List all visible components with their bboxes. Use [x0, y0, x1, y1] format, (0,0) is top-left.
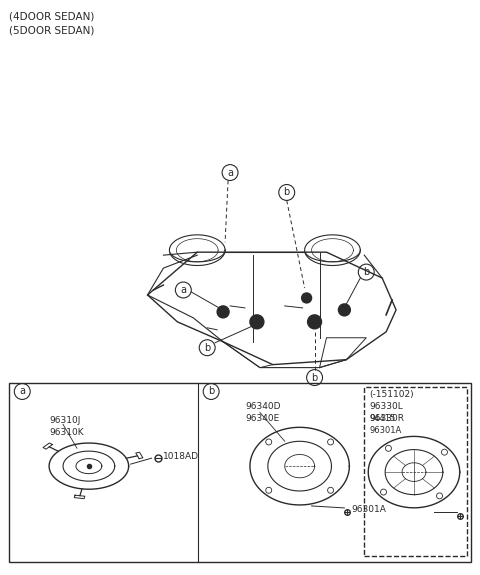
Text: a: a [19, 386, 25, 397]
Text: a: a [180, 285, 186, 295]
Text: b: b [208, 386, 214, 397]
Circle shape [250, 315, 264, 329]
Text: (4DOOR SEDAN)
(5DOOR SEDAN): (4DOOR SEDAN) (5DOOR SEDAN) [9, 12, 95, 35]
Text: 94415
96301A: 94415 96301A [369, 415, 401, 435]
Text: 96330L
96330R: 96330L 96330R [369, 402, 404, 423]
Text: 96310J
96310K: 96310J 96310K [49, 416, 84, 437]
Text: b: b [284, 187, 290, 197]
Text: 1018AD: 1018AD [164, 452, 200, 461]
Circle shape [338, 304, 350, 316]
Text: 96301A: 96301A [351, 505, 386, 515]
Circle shape [217, 306, 229, 318]
Bar [364, 386, 467, 555]
Text: a: a [227, 167, 233, 178]
Text: (-151102): (-151102) [369, 390, 414, 400]
Bar [9, 382, 471, 562]
Circle shape [301, 293, 312, 303]
Text: 96340D
96340E: 96340D 96340E [245, 402, 280, 423]
Text: b: b [204, 343, 210, 352]
Text: b: b [312, 373, 318, 382]
Circle shape [308, 315, 322, 329]
Text: b: b [363, 267, 370, 277]
